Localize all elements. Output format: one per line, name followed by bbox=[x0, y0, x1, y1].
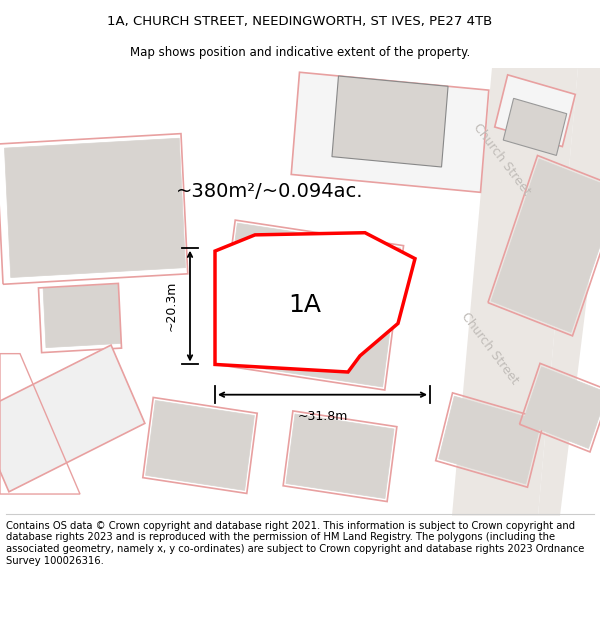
Text: ~31.8m: ~31.8m bbox=[298, 410, 347, 422]
Polygon shape bbox=[452, 68, 578, 516]
Polygon shape bbox=[4, 138, 185, 278]
Text: 1A, CHURCH STREET, NEEDINGWORTH, ST IVES, PE27 4TB: 1A, CHURCH STREET, NEEDINGWORTH, ST IVES… bbox=[107, 15, 493, 28]
Text: Church Street: Church Street bbox=[471, 121, 533, 198]
Polygon shape bbox=[491, 159, 600, 332]
Polygon shape bbox=[146, 401, 254, 491]
Polygon shape bbox=[523, 367, 600, 449]
Text: ~20.3m: ~20.3m bbox=[165, 281, 178, 331]
Text: Map shows position and indicative extent of the property.: Map shows position and indicative extent… bbox=[130, 46, 470, 59]
Text: 1A: 1A bbox=[289, 293, 322, 317]
Polygon shape bbox=[538, 68, 600, 516]
Polygon shape bbox=[503, 98, 567, 156]
Text: Contains OS data © Crown copyright and database right 2021. This information is : Contains OS data © Crown copyright and d… bbox=[6, 521, 584, 566]
Polygon shape bbox=[291, 72, 489, 192]
Polygon shape bbox=[219, 223, 401, 387]
Polygon shape bbox=[286, 414, 394, 499]
Polygon shape bbox=[439, 396, 541, 484]
Text: Church Street: Church Street bbox=[459, 310, 521, 387]
Polygon shape bbox=[0, 345, 145, 492]
Polygon shape bbox=[215, 232, 415, 372]
Polygon shape bbox=[332, 76, 448, 167]
Polygon shape bbox=[495, 75, 575, 146]
Text: ~380m²/~0.094ac.: ~380m²/~0.094ac. bbox=[176, 182, 364, 201]
Polygon shape bbox=[43, 284, 121, 348]
